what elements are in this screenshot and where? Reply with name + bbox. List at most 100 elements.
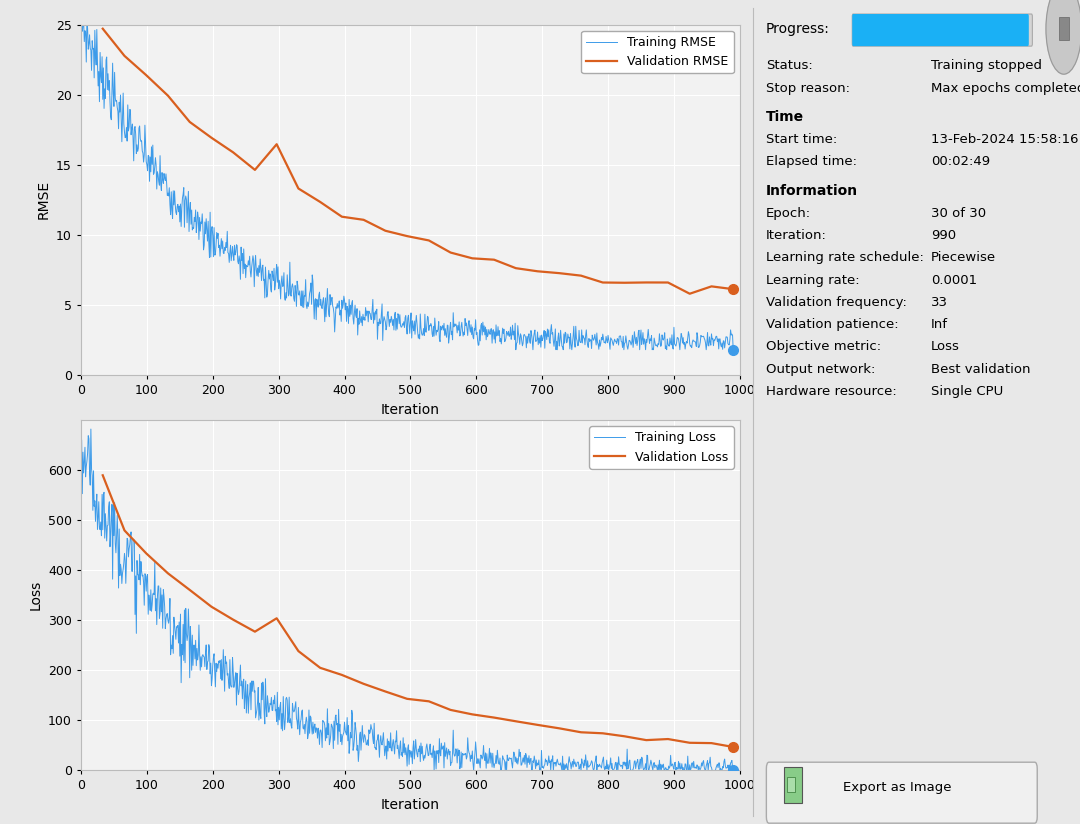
Validation RMSE: [313, 197, 326, 207]
FancyBboxPatch shape: [852, 14, 1029, 46]
FancyBboxPatch shape: [1058, 17, 1069, 40]
Validation Loss: [639, 735, 652, 745]
Text: Learning rate schedule:: Learning rate schedule:: [766, 251, 923, 265]
Text: 30 of 30: 30 of 30: [931, 207, 986, 220]
Validation Loss: [336, 670, 349, 680]
Text: Piecewise: Piecewise: [931, 251, 996, 265]
Validation RMSE: [705, 282, 718, 292]
Text: Best validation: Best validation: [931, 363, 1030, 376]
Training Loss: [84, 424, 97, 434]
Validation Loss: [248, 627, 261, 637]
Bar: [786, 777, 795, 792]
Validation RMSE: [662, 278, 675, 288]
FancyBboxPatch shape: [767, 762, 1037, 823]
Training Loss: [727, 765, 740, 775]
Text: Inf: Inf: [931, 318, 948, 331]
Validation Loss: [292, 646, 305, 656]
Validation RMSE: [227, 147, 240, 157]
Validation Loss: [531, 720, 544, 730]
Validation Loss: [118, 526, 131, 536]
Validation RMSE: [139, 70, 152, 80]
Text: Max epochs completed: Max epochs completed: [931, 82, 1080, 95]
Text: Information: Information: [766, 185, 858, 198]
Line: Validation Loss: Validation Loss: [103, 475, 733, 747]
Text: Time: Time: [766, 110, 804, 124]
Validation RMSE: [248, 165, 261, 175]
Text: Epoch:: Epoch:: [766, 207, 811, 220]
Validation Loss: [684, 737, 697, 747]
Validation Loss: [422, 696, 435, 706]
Validation Loss: [313, 662, 326, 672]
Validation RMSE: [618, 278, 631, 288]
Validation Loss: [139, 549, 152, 559]
Text: Validation patience:: Validation patience:: [766, 318, 899, 331]
Validation Loss: [553, 723, 566, 733]
Validation RMSE: [422, 236, 435, 246]
Validation Loss: [205, 602, 218, 611]
Text: 0.0001: 0.0001: [931, 274, 977, 287]
Validation RMSE: [379, 226, 392, 236]
Validation Loss: [727, 742, 740, 752]
Text: 00:02:49: 00:02:49: [931, 155, 990, 168]
Text: Iteration:: Iteration:: [766, 229, 826, 242]
Validation RMSE: [596, 278, 609, 288]
Training Loss: [104, 542, 117, 552]
Text: Progress:: Progress:: [766, 22, 829, 35]
Text: Output network:: Output network:: [766, 363, 875, 376]
Training RMSE: [727, 344, 740, 354]
Text: 990: 990: [931, 229, 956, 242]
Validation RMSE: [270, 139, 283, 149]
Validation RMSE: [510, 263, 523, 273]
Training RMSE: [76, 0, 89, 2]
Text: Export as Image: Export as Image: [843, 781, 951, 794]
X-axis label: Iteration: Iteration: [381, 798, 440, 812]
Text: 13-Feb-2024 15:58:16: 13-Feb-2024 15:58:16: [931, 133, 1079, 146]
Legend: Training Loss, Validation Loss: Training Loss, Validation Loss: [589, 427, 733, 469]
Validation RMSE: [444, 248, 457, 258]
Training Loss: [76, 435, 89, 445]
Training RMSE: [103, 76, 116, 86]
Y-axis label: Loss: Loss: [28, 580, 42, 611]
Training Loss: [625, 765, 638, 775]
Training Loss: [428, 765, 441, 775]
Validation RMSE: [205, 133, 218, 143]
Validation RMSE: [465, 254, 478, 264]
Training RMSE: [624, 340, 637, 350]
Validation Loss: [575, 728, 588, 737]
Validation Loss: [357, 679, 370, 689]
Text: Single CPU: Single CPU: [931, 385, 1003, 398]
Training Loss: [255, 678, 268, 688]
Validation RMSE: [684, 288, 697, 298]
Training RMSE: [566, 338, 579, 348]
Validation RMSE: [553, 268, 566, 278]
Validation Loss: [662, 734, 675, 744]
Text: Training stopped: Training stopped: [931, 59, 1042, 73]
Text: Hardware resource:: Hardware resource:: [766, 385, 896, 398]
Legend: Training RMSE, Validation RMSE: Training RMSE, Validation RMSE: [581, 31, 733, 73]
Line: Validation RMSE: Validation RMSE: [103, 29, 733, 293]
Validation Loss: [705, 738, 718, 748]
Validation RMSE: [292, 184, 305, 194]
FancyBboxPatch shape: [852, 14, 1032, 46]
Text: 33: 33: [931, 296, 948, 309]
Validation Loss: [487, 713, 500, 723]
Validation Loss: [270, 613, 283, 623]
Text: Stop reason:: Stop reason:: [766, 82, 850, 95]
Bar: [784, 767, 802, 803]
Training RMSE: [609, 336, 622, 346]
Validation Loss: [618, 732, 631, 742]
Validation Loss: [379, 686, 392, 696]
Text: Elapsed time:: Elapsed time:: [766, 155, 856, 168]
Line: Training Loss: Training Loss: [82, 429, 733, 770]
Validation RMSE: [531, 266, 544, 276]
Text: Learning rate:: Learning rate:: [766, 274, 860, 287]
Training RMSE: [414, 309, 427, 319]
Training RMSE: [510, 344, 523, 354]
Validation Loss: [444, 705, 457, 715]
Validation RMSE: [575, 271, 588, 281]
Circle shape: [1045, 0, 1080, 74]
Training RMSE: [255, 264, 268, 274]
Text: Objective metric:: Objective metric:: [766, 340, 881, 353]
X-axis label: Iteration: Iteration: [381, 402, 440, 416]
Validation RMSE: [184, 117, 197, 127]
